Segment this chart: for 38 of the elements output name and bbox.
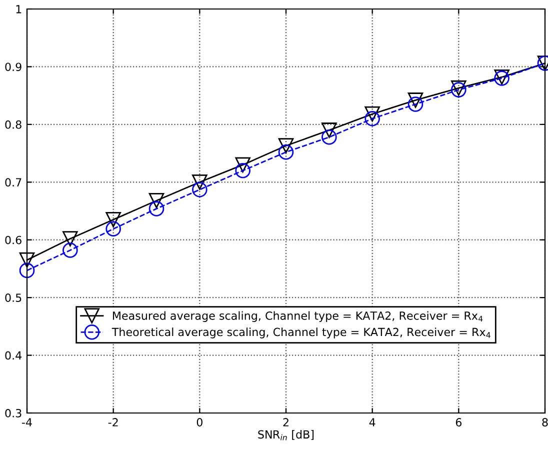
x-tick-label: 6 [456, 418, 462, 426]
point [364, 111, 380, 126]
point [19, 262, 35, 278]
y-tick-label: 0.5 [5, 294, 22, 302]
point [106, 221, 121, 237]
x-axis-title: SNR$_{in}$ [dB] [258, 430, 314, 440]
point [192, 174, 208, 190]
point [62, 242, 78, 258]
point [19, 252, 35, 268]
point [278, 138, 294, 154]
point [322, 122, 337, 138]
y-tick-label: 1 [16, 5, 22, 14]
point [62, 231, 78, 246]
x-tick-label: -2 [108, 418, 118, 426]
legend-label: Measured average scaling, Channel type = KATA2, Receiver = Rx$_{4}$ [112, 311, 483, 322]
y-tick-label: 0.8 [5, 120, 22, 129]
x-tick-label: 8 [542, 418, 548, 426]
point [148, 201, 164, 216]
point [322, 129, 337, 145]
x-tick-label: -4 [22, 418, 32, 426]
x-tick-label: 2 [283, 418, 288, 426]
point [278, 144, 294, 160]
point [408, 92, 424, 108]
y-tick-label: 0.4 [5, 351, 22, 360]
point [148, 192, 164, 208]
legend-label: Theoretical average scaling, Channel type = KATA2, Receiver = Rx$_{4}$ [112, 328, 490, 338]
x-tick-label: 4 [369, 418, 376, 426]
x-tick-label: 0 [196, 418, 202, 426]
y-tick-label: 0.3 [5, 408, 22, 418]
y-tick-label: 0.7 [5, 178, 22, 187]
point [192, 182, 208, 198]
y-tick-label: 0.6 [5, 236, 22, 244]
point [235, 157, 250, 172]
point [106, 212, 121, 228]
point [364, 106, 380, 122]
point [408, 96, 424, 112]
y-tick-label: 0.9 [5, 62, 22, 72]
point [235, 162, 250, 178]
